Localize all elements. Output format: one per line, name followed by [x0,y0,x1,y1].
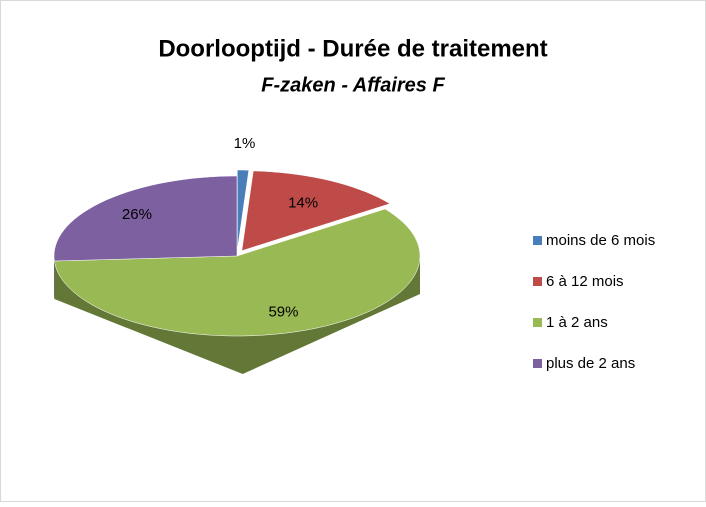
legend-label: 6 à 12 mois [546,273,624,290]
legend-label: 1 à 2 ans [546,314,608,331]
data-label: 59% [268,303,298,320]
legend-swatch [533,277,542,286]
data-label: 1% [234,135,256,152]
data-label: 26% [122,206,152,223]
chart-subtitle: F-zaken - Affaires F [261,74,445,96]
legend-label: moins de 6 mois [546,232,655,249]
legend-label: plus de 2 ans [546,355,635,372]
legend-swatch [533,318,542,327]
data-label: 14% [288,194,318,211]
chart-title: Doorlooptijd - Durée de traitement [158,35,547,62]
legend-swatch [533,236,542,245]
legend-swatch [533,359,542,368]
